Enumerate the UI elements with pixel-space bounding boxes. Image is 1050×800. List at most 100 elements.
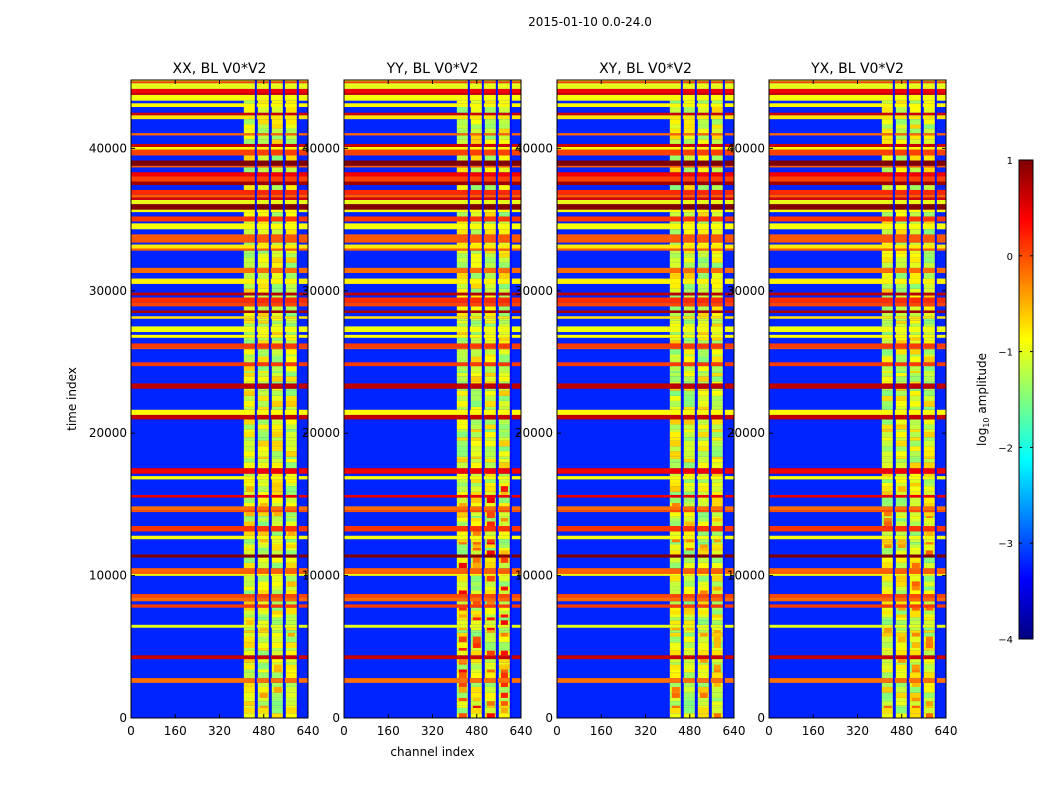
band-cell (923, 262, 935, 268)
heatmap-row (557, 234, 734, 241)
band-cell (697, 406, 710, 410)
heatmap-row (557, 302, 734, 307)
band-cell (456, 262, 469, 268)
band-cell (895, 429, 908, 432)
band-cell (895, 697, 908, 702)
band-cell (484, 614, 497, 618)
band-cell (909, 446, 922, 452)
band-cell (683, 542, 696, 545)
band-cell (895, 135, 908, 140)
band-cell (881, 473, 894, 477)
band-cell (697, 419, 710, 425)
colorbar-tick-label: −3 (998, 539, 1013, 550)
band-cell (484, 257, 497, 263)
heatmap-row (557, 316, 734, 319)
band-cell (257, 107, 270, 113)
band-cell (271, 550, 284, 555)
heatmap-row (344, 343, 521, 348)
band-cell (711, 390, 723, 396)
band-cell (923, 581, 935, 587)
band-cell (711, 107, 723, 113)
heatmap-row (344, 94, 521, 101)
colorbar-tick-label: −2 (998, 443, 1013, 454)
band-cell (498, 713, 510, 718)
band-cell (484, 503, 497, 507)
band-cell (484, 707, 497, 714)
band-cell (895, 669, 908, 673)
band-cell (669, 590, 682, 595)
band-cell (923, 390, 935, 396)
band-cell (683, 128, 696, 134)
band-cell (456, 212, 469, 217)
y-axis-label: time index (65, 367, 79, 431)
band-cell (498, 648, 510, 651)
band-cell (697, 372, 710, 377)
band-cell (484, 672, 497, 679)
band-cell (697, 128, 710, 134)
band-cell (909, 648, 922, 651)
band-cell (498, 610, 510, 615)
heatmap-row (769, 347, 946, 350)
heatmap-row (769, 343, 946, 348)
y-tick-label: 0 (119, 711, 127, 725)
band-cell (923, 323, 935, 327)
band-cell (484, 295, 497, 298)
band-cell (243, 544, 256, 548)
heatmap-row (131, 204, 308, 210)
band-cell (285, 366, 297, 372)
band-cell (285, 516, 297, 518)
band-cell (243, 705, 256, 708)
band-cell (923, 648, 935, 651)
band-cell (456, 531, 469, 536)
heatmap-row (557, 326, 734, 333)
heatmap-row (131, 494, 308, 498)
x-tick-label: 480 (678, 724, 701, 738)
band-cell (669, 437, 682, 441)
band-cell (470, 107, 483, 113)
band-cell (257, 512, 270, 517)
hot-cell (486, 617, 495, 621)
band-cell (456, 340, 469, 344)
band-cell (909, 437, 922, 441)
band-cell (456, 283, 469, 289)
band-cell (470, 318, 483, 321)
band-cell (498, 547, 510, 551)
band-cell (456, 473, 469, 477)
band-cell (697, 630, 710, 633)
band-cell (243, 636, 256, 643)
band-cell (257, 242, 270, 245)
heatmap-row (769, 316, 946, 319)
heatmap-row (344, 594, 521, 598)
band-cell (470, 332, 483, 335)
band-cell (285, 320, 297, 324)
band-cell (484, 366, 497, 372)
band-cell (285, 185, 297, 190)
band-cell (470, 406, 483, 410)
band-cell (470, 257, 483, 263)
band-cell (697, 139, 710, 144)
band-cell (285, 547, 297, 551)
band-cell (923, 431, 935, 438)
band-cell (470, 424, 483, 430)
band-cell (881, 283, 894, 289)
band-cell (285, 429, 297, 432)
band-cell (498, 124, 510, 129)
band-cell (669, 320, 682, 324)
band-cell (711, 288, 723, 293)
band-cell (697, 262, 710, 268)
band-cell (697, 354, 710, 357)
band-cell (243, 354, 256, 357)
x-tick-label: 0 (340, 724, 348, 738)
band-cell (257, 601, 270, 605)
band-cell (909, 707, 922, 714)
hot-cell (486, 550, 495, 555)
band-cell (683, 356, 696, 363)
band-cell (697, 539, 710, 543)
band-cell (243, 659, 256, 663)
hot-cell (259, 531, 268, 536)
band-cell (711, 632, 723, 637)
band-cell (271, 107, 284, 113)
hot-cell (671, 627, 680, 631)
band-cell (909, 424, 922, 430)
band-cell (711, 479, 723, 483)
